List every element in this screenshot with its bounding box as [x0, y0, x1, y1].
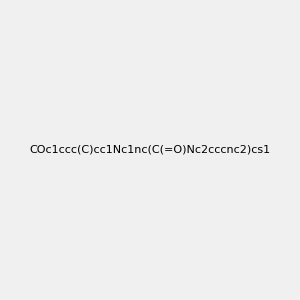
Text: COc1ccc(C)cc1Nc1nc(C(=O)Nc2cccnc2)cs1: COc1ccc(C)cc1Nc1nc(C(=O)Nc2cccnc2)cs1 — [29, 145, 271, 155]
